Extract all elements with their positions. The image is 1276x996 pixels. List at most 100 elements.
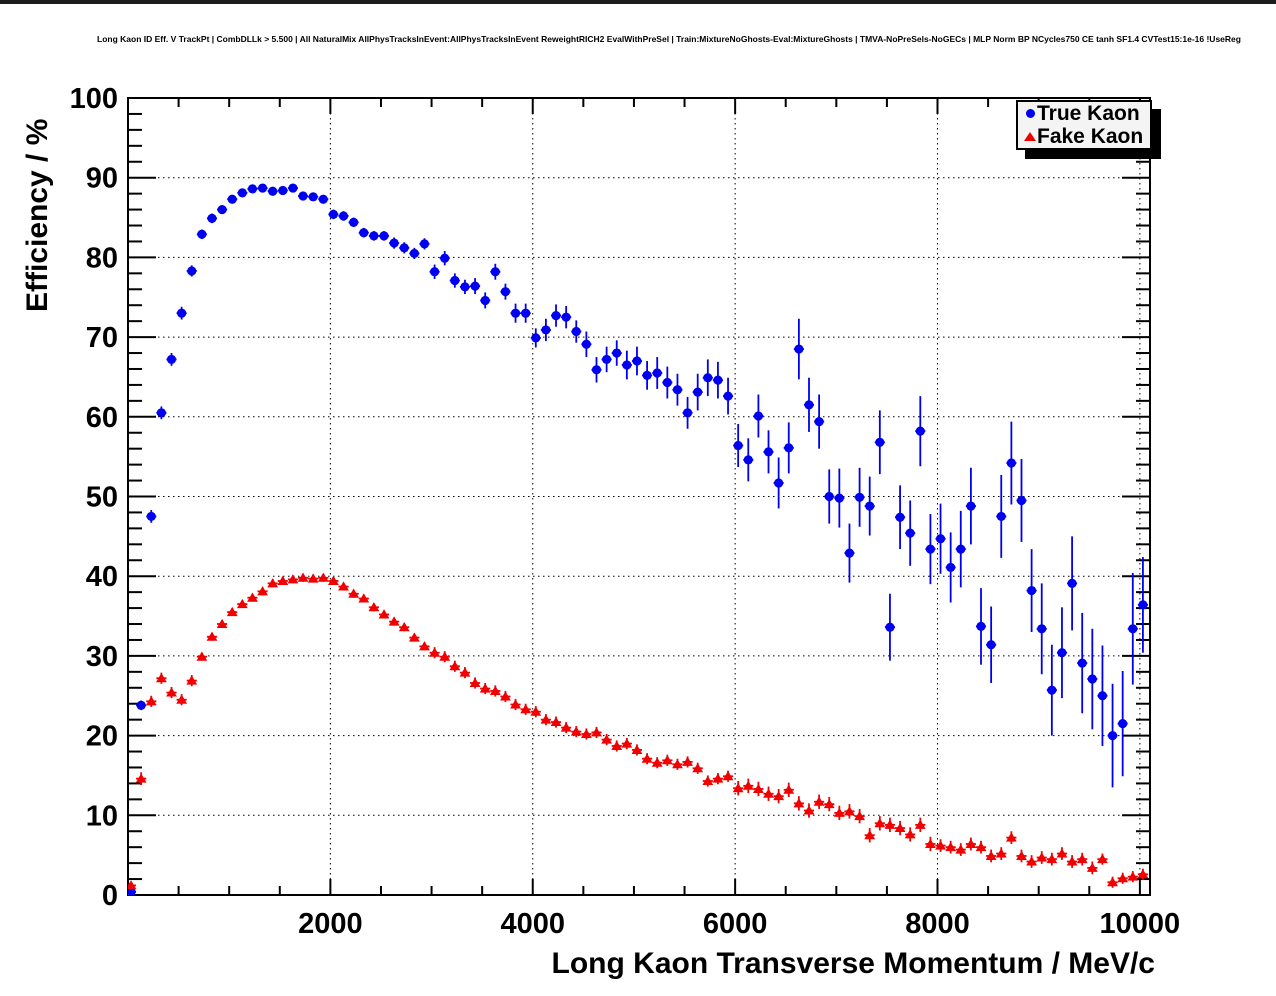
data-point-fake-kaon	[378, 609, 390, 619]
data-point-fake-kaon	[712, 773, 724, 783]
data-point-true-kaon	[1087, 674, 1097, 684]
x-tick-label: 2000	[298, 908, 363, 940]
data-point-fake-kaon	[661, 755, 673, 765]
true-kaon-marker-icon	[1023, 109, 1037, 118]
data-point-fake-kaon	[398, 622, 410, 632]
y-tick-label: 0	[102, 880, 118, 912]
data-point-fake-kaon	[267, 578, 279, 588]
data-point-fake-kaon	[530, 706, 542, 716]
data-point-fake-kaon	[925, 838, 936, 848]
data-point-fake-kaon	[580, 728, 592, 739]
data-point-true-kaon	[854, 492, 865, 502]
data-point-true-kaon	[146, 511, 156, 522]
data-point-true-kaon	[349, 217, 359, 227]
data-point-true-kaon	[1128, 624, 1138, 634]
data-point-true-kaon	[1107, 731, 1118, 741]
data-point-true-kaon	[935, 534, 946, 544]
data-point-fake-kaon	[864, 830, 876, 840]
data-point-fake-kaon	[166, 687, 177, 697]
data-point-true-kaon	[834, 493, 844, 503]
data-point-true-kaon	[966, 501, 976, 511]
data-point-true-kaon	[622, 360, 632, 370]
data-point-true-kaon	[460, 282, 470, 292]
data-point-true-kaon	[430, 267, 440, 277]
data-point-fake-kaon	[935, 840, 946, 850]
data-point-true-kaon	[581, 339, 591, 349]
data-point-true-kaon	[814, 416, 824, 427]
data-point-true-kaon	[268, 186, 278, 196]
data-point-true-kaon	[500, 287, 511, 297]
data-point-fake-kaon	[702, 775, 714, 786]
data-point-true-kaon	[571, 326, 581, 337]
data-point-fake-kaon	[186, 675, 198, 685]
data-point-fake-kaon	[844, 806, 855, 816]
x-tick-label: 4000	[500, 908, 565, 940]
axis-ticks	[128, 98, 1150, 895]
data-point-fake-kaon	[1026, 856, 1038, 866]
data-point-true-kaon	[1016, 495, 1027, 506]
y-tick-label: 90	[86, 163, 118, 195]
data-point-true-kaon	[419, 239, 430, 249]
fake-kaon-marker-icon	[1023, 132, 1037, 141]
data-point-true-kaon	[1027, 585, 1037, 596]
data-point-fake-kaon	[145, 696, 157, 706]
data-point-true-kaon	[753, 411, 764, 421]
data-point-fake-kaon	[894, 822, 906, 833]
data-point-true-kaon	[1077, 658, 1087, 668]
data-point-true-kaon	[510, 308, 521, 318]
data-point-true-kaon	[885, 622, 895, 632]
data-point-true-kaon	[379, 231, 389, 241]
data-point-fake-kaon	[1005, 832, 1017, 842]
data-point-fake-kaon	[601, 734, 613, 744]
data-point-true-kaon	[672, 385, 683, 395]
y-tick-label: 70	[86, 322, 118, 354]
data-point-true-kaon	[521, 308, 531, 318]
data-point-true-kaon	[1138, 600, 1148, 610]
y-tick-label: 80	[86, 242, 118, 274]
data-point-true-kaon	[328, 209, 339, 219]
data-point-true-kaon	[824, 491, 834, 502]
data-point-fake-kaon	[965, 838, 977, 848]
data-point-true-kaon	[531, 333, 541, 343]
data-point-true-kaon	[996, 511, 1006, 522]
data-point-true-kaon	[247, 184, 258, 194]
data-point-true-kaon	[925, 544, 936, 554]
data-point-fake-kaon	[1046, 853, 1058, 864]
data-point-true-kaon	[865, 501, 875, 511]
data-point-true-kaon	[359, 228, 369, 238]
data-point-fake-kaon	[368, 602, 380, 612]
plot-title: Long Kaon ID Eff. V TrackPt | CombDLLk >…	[97, 34, 1241, 44]
data-point-fake-kaon	[247, 592, 258, 602]
data-point-true-kaon	[602, 354, 612, 365]
data-point-fake-kaon	[854, 810, 865, 821]
data-point-fake-kaon	[672, 759, 683, 769]
y-tick-label: 20	[86, 721, 118, 753]
data-point-true-kaon	[723, 391, 733, 401]
data-point-true-kaon	[308, 192, 318, 202]
data-point-fake-kaon	[560, 722, 572, 732]
data-point-true-kaon	[652, 368, 662, 378]
data-point-true-kaon	[774, 478, 784, 488]
data-point-fake-kaon	[155, 673, 167, 683]
y-tick-label: 100	[70, 83, 118, 115]
data-point-fake-kaon	[1036, 852, 1048, 862]
data-point-true-kaon	[207, 213, 217, 223]
x-tick-label: 6000	[703, 908, 768, 940]
data-point-fake-kaon	[874, 818, 886, 828]
data-point-fake-kaon	[631, 744, 643, 754]
data-point-true-kaon	[1067, 578, 1077, 588]
data-point-true-kaon	[561, 312, 571, 322]
data-point-fake-kaon	[388, 616, 400, 626]
data-point-true-kaon	[551, 310, 561, 321]
data-point-true-kaon	[399, 243, 409, 253]
y-tick-label: 50	[86, 482, 118, 514]
data-point-true-kaon	[480, 295, 490, 306]
data-point-true-kaon	[187, 266, 197, 276]
data-point-fake-kaon	[128, 880, 137, 890]
data-point-true-kaon	[844, 548, 855, 558]
y-tick-label: 60	[86, 402, 118, 434]
data-point-true-kaon	[217, 204, 227, 215]
data-point-fake-kaon	[1127, 871, 1139, 881]
data-point-fake-kaon	[226, 606, 238, 617]
data-point-fake-kaon	[1076, 853, 1088, 864]
